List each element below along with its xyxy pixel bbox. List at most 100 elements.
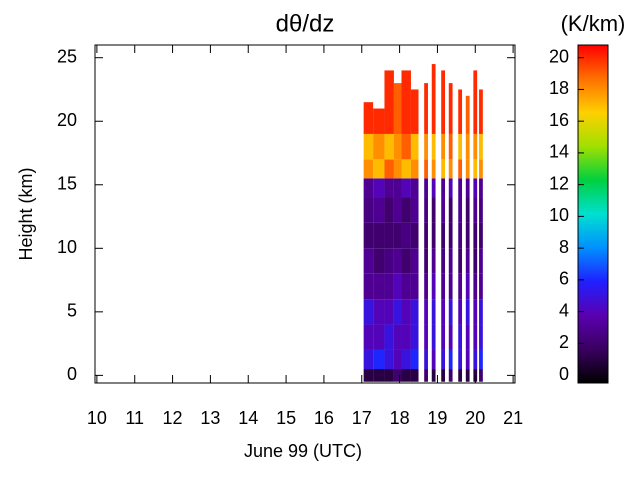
- heat-cell: [431, 369, 436, 382]
- heat-cell: [441, 369, 445, 382]
- heat-cell: [401, 349, 411, 370]
- heat-cell: [473, 248, 478, 274]
- heat-cell: [424, 197, 428, 223]
- colorbar-tick-label: 12: [549, 173, 569, 193]
- heat-cell: [458, 197, 463, 223]
- heat-cell: [473, 324, 478, 350]
- heat-cell: [424, 299, 428, 325]
- heat-cell: [424, 83, 428, 134]
- x-tick-label: 14: [238, 408, 258, 428]
- heat-cell: [479, 159, 483, 179]
- heat-cell: [410, 197, 419, 223]
- heat-cell: [473, 70, 478, 134]
- heat-cell: [448, 83, 453, 134]
- heat-cell: [458, 248, 463, 274]
- colorbar-tick-label: 14: [549, 142, 569, 162]
- heat-cell: [384, 299, 394, 325]
- heat-cell: [448, 248, 453, 274]
- heat-cell: [373, 324, 385, 350]
- colorbar-tick-label: 6: [559, 269, 569, 289]
- heat-cell: [441, 159, 445, 179]
- heat-cell: [441, 324, 445, 350]
- heat-cell: [424, 248, 428, 274]
- heat-cell: [424, 324, 428, 350]
- heat-cell: [424, 369, 428, 382]
- heat-cell: [465, 369, 470, 382]
- heat-cell: [441, 299, 445, 325]
- heat-cell: [448, 299, 453, 325]
- heat-cell: [424, 133, 428, 160]
- heat-cell: [363, 222, 374, 249]
- heat-cell: [448, 222, 453, 249]
- heat-cell: [479, 299, 483, 325]
- heat-cell: [465, 324, 470, 350]
- heat-cell: [373, 108, 385, 134]
- heat-cell: [410, 324, 419, 350]
- y-tick-label: 5: [67, 301, 77, 321]
- heat-cell: [431, 324, 436, 350]
- heat-cell: [473, 273, 478, 300]
- colorbar-tick-label: 10: [549, 205, 569, 225]
- heat-cell: [424, 349, 428, 370]
- heat-cell: [431, 273, 436, 300]
- heat-cell: [363, 159, 374, 179]
- heat-cell: [465, 222, 470, 249]
- heat-cell: [441, 222, 445, 249]
- heat-cell: [424, 273, 428, 300]
- heat-cell: [458, 324, 463, 350]
- heat-cell: [458, 159, 463, 179]
- heat-cell: [401, 159, 411, 179]
- heat-cell: [363, 133, 374, 160]
- heat-cell: [465, 95, 470, 134]
- heat-cell: [363, 273, 374, 300]
- chart-title: dθ/dz: [276, 10, 335, 37]
- heat-cell: [410, 159, 419, 179]
- heat-cell: [448, 349, 453, 370]
- y-tick-label: 25: [57, 46, 77, 66]
- heat-cell: [465, 159, 470, 179]
- heat-cell: [393, 83, 402, 134]
- y-tick-label: 20: [57, 110, 77, 130]
- x-tick-label: 11: [125, 408, 144, 428]
- x-tick-label: 16: [314, 408, 334, 428]
- heat-cell: [373, 369, 385, 382]
- heat-cell: [441, 248, 445, 274]
- heat-cell: [373, 299, 385, 325]
- heat-cell: [373, 273, 385, 300]
- x-tick-label: 12: [163, 408, 183, 428]
- heat-cell: [431, 197, 436, 223]
- colorbar-tick-label: 16: [549, 110, 569, 130]
- heat-cell: [401, 133, 411, 160]
- heat-cell: [458, 349, 463, 370]
- heat-cell: [465, 349, 470, 370]
- x-tick-label: 17: [352, 408, 372, 428]
- heat-cell: [473, 197, 478, 223]
- heat-cell: [373, 178, 385, 198]
- heat-cell: [473, 222, 478, 249]
- y-tick-label: 10: [57, 237, 77, 257]
- heat-cell: [479, 369, 483, 382]
- heat-cell: [465, 133, 470, 160]
- heat-cell: [431, 248, 436, 274]
- heat-cell: [393, 133, 402, 160]
- heat-cell: [363, 178, 374, 198]
- heat-cell: [410, 299, 419, 325]
- heat-cell: [410, 273, 419, 300]
- heat-cell: [363, 349, 374, 370]
- heat-cell: [431, 133, 436, 160]
- heat-cell: [373, 133, 385, 160]
- heat-cell: [458, 178, 463, 198]
- heat-cell: [458, 299, 463, 325]
- heat-cell: [431, 64, 436, 134]
- heat-cell: [465, 197, 470, 223]
- heat-cell: [393, 197, 402, 223]
- heat-cell: [401, 369, 411, 382]
- heat-cell: [479, 178, 483, 198]
- heat-cell: [401, 273, 411, 300]
- heat-cell: [479, 273, 483, 300]
- heat-cell: [401, 324, 411, 350]
- heat-cell: [384, 273, 394, 300]
- heat-cell: [441, 178, 445, 198]
- heat-cell: [363, 299, 374, 325]
- heat-cell: [441, 70, 445, 134]
